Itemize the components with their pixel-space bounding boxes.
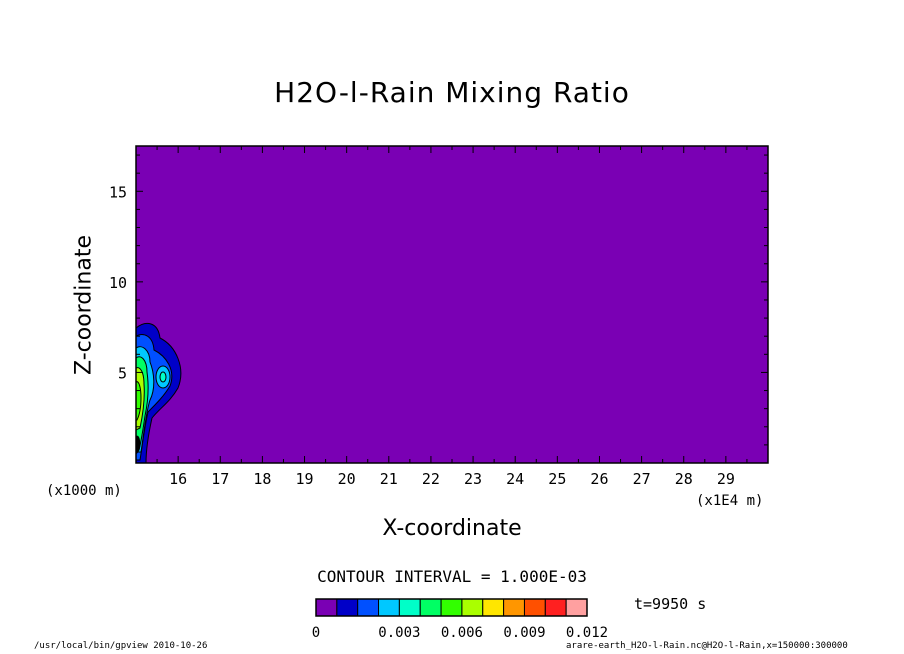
x-tick-label-2: 18: [253, 470, 271, 488]
blob-side-core: [159, 371, 167, 383]
rain-blob: [136, 322, 182, 463]
colorbar-cell-1: [336, 598, 359, 617]
colorbar-cell-7: [461, 598, 484, 617]
y-tick-label-1: 10: [109, 274, 127, 292]
footer-right: arare-earth_H2O-l-Rain.nc@H2O-l-Rain,x=1…: [566, 641, 848, 651]
x-tick-label-11: 27: [633, 470, 651, 488]
y-axis-unit: (x1000 m): [46, 483, 122, 499]
axis-ticks: [135, 146, 769, 464]
x-tick-label-10: 26: [590, 470, 608, 488]
x-tick-label-12: 28: [675, 470, 693, 488]
colorbar-cell-11: [544, 598, 567, 617]
x-axis-label-row: X-coordinate: [0, 516, 904, 541]
x-axis-unit: (x1E4 m): [696, 493, 764, 509]
colorbar-label-4: 0.012: [566, 625, 608, 641]
x-tick-label-4: 20: [338, 470, 356, 488]
footer-left: /usr/local/bin/gpview 2010-10-26: [34, 641, 208, 651]
chart-title: H2O-l-Rain Mixing Ratio: [274, 76, 630, 109]
x-tick-label-13: 29: [717, 470, 735, 488]
x-tick-label-8: 24: [506, 470, 524, 488]
x-tick-label-7: 23: [464, 470, 482, 488]
colorbar-label-0: 0: [312, 625, 320, 641]
contour-interval-label: CONTOUR INTERVAL = 1.000E-03: [317, 567, 587, 586]
x-tick-label-9: 25: [548, 470, 566, 488]
x-tick-label-1: 17: [211, 470, 229, 488]
colorbar-border: [315, 598, 588, 617]
colorbar-label-3: 0.009: [503, 625, 545, 641]
colorbar-cell-5: [419, 598, 442, 617]
colorbar-cell-8: [482, 598, 505, 617]
field-background: [136, 146, 768, 463]
x-tick-label-0: 16: [169, 470, 187, 488]
colorbar: 0 0.003 0.006 0.009 0.012: [312, 598, 608, 641]
x-axis-label: X-coordinate: [382, 516, 522, 541]
colorbar-label-1: 0.003: [378, 625, 420, 641]
colorbar-label-2: 0.006: [441, 625, 483, 641]
colorbar-cell-0: [315, 598, 338, 617]
x-tick-label-3: 19: [296, 470, 314, 488]
colorbar-cell-12: [565, 598, 588, 617]
rain-field: [136, 322, 182, 463]
x-tick-label-6: 22: [422, 470, 440, 488]
contour-interval-row: CONTOUR INTERVAL = 1.000E-03: [0, 567, 904, 586]
colorbar-cell-3: [378, 598, 400, 617]
time-label: t=9950 s: [634, 595, 707, 613]
colorbar-cell-2: [357, 598, 380, 617]
colorbar-cell-6: [440, 598, 463, 617]
plot-area: [136, 146, 768, 463]
x-tick-label-5: 21: [380, 470, 398, 488]
y-tick-label-2: 15: [109, 183, 127, 201]
tick-labels: 16 17 18 19 20 21 22 23 24 25 26 27 28 29 5 10 15: [109, 183, 735, 488]
colorbar-cell-10: [523, 598, 546, 617]
colorbar-cell-9: [503, 598, 525, 617]
colorbar-cell-4: [398, 598, 421, 617]
blob-level-6: [136, 381, 142, 421]
y-tick-label-0: 5: [118, 364, 127, 382]
